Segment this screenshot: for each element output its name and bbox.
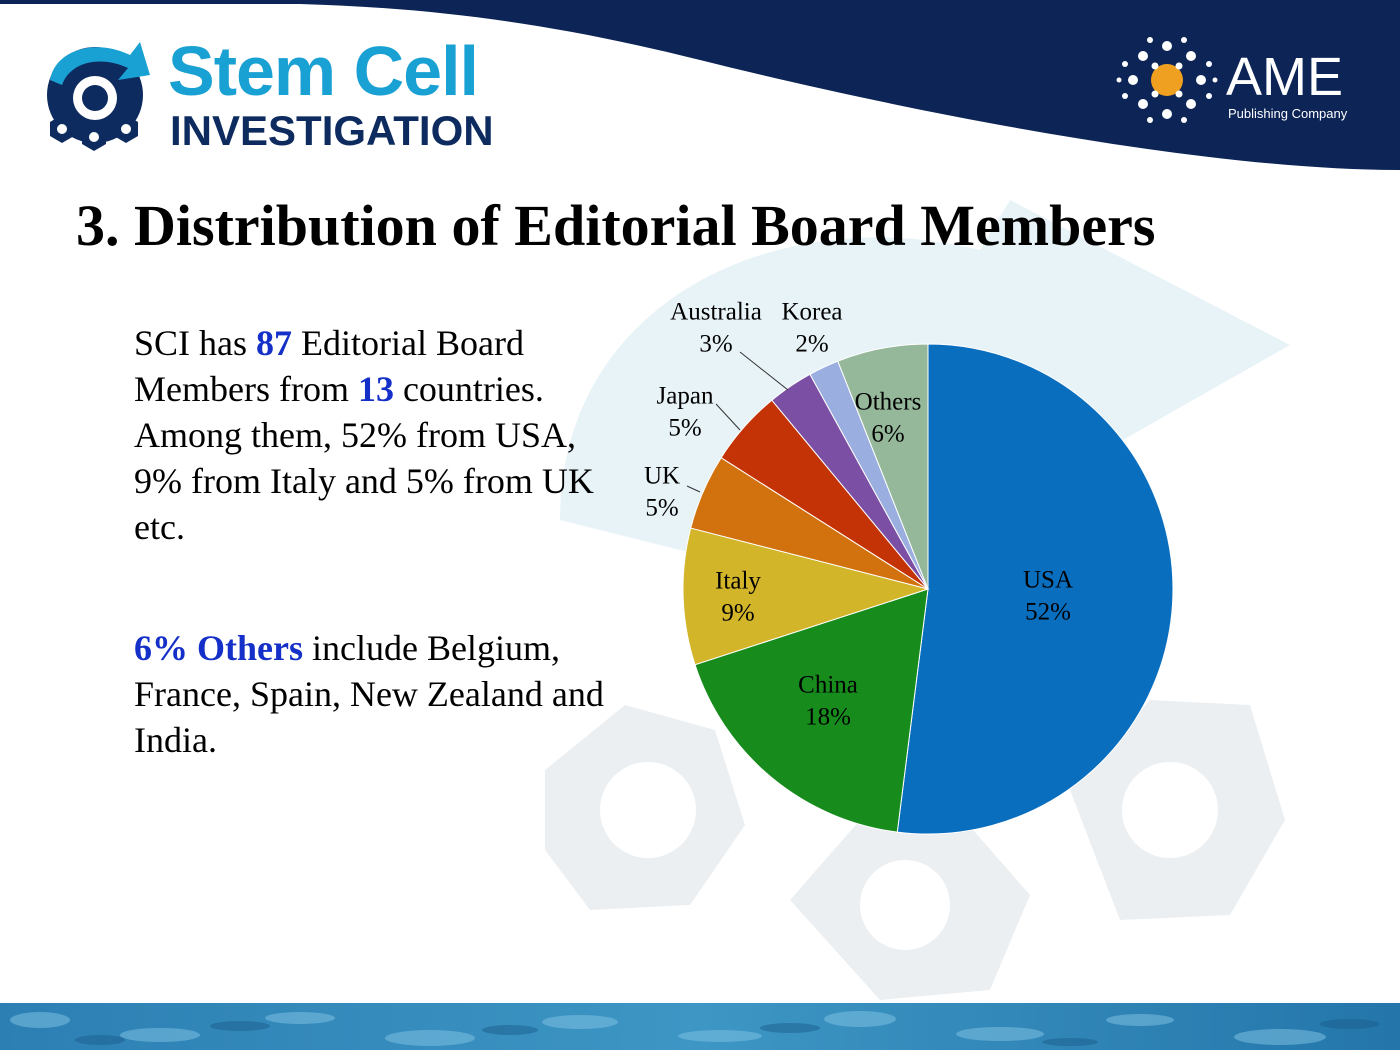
member-count: 87 [256,323,293,363]
slice-value-china: 18% [805,704,851,731]
pie-slice-others [837,343,929,590]
slice-label-china: China [798,672,858,699]
slice-label-australia: Australia [670,299,762,326]
slice-value-italy: 9% [721,600,754,627]
others-text: include Belgium, France, Spain, New Zeal… [134,628,604,760]
slice-label-others: Others [855,389,922,416]
slice-value-uk: 5% [645,495,678,522]
journal-name-bottom: INVESTIGATION [170,107,494,154]
slice-label-italy: Italy [715,568,761,595]
summary-text-c: countries. Among them, 52% from USA, 9% … [134,369,594,547]
pie-slice-usa [896,343,1174,835]
slice-value-korea: 2% [795,331,828,358]
pie-slice-china [694,588,929,833]
leader-line-japan [715,403,741,431]
footer-texture [10,1011,1326,1046]
slice-label-japan: Japan [657,383,714,410]
slice-label-uk: UK [644,463,680,490]
slice-value-australia: 3% [699,331,732,358]
publisher-logo-mark [1116,37,1218,123]
slice-value-japan: 5% [668,415,701,442]
others-highlight: 6% Others [134,628,303,668]
summary-text-b: Editorial Board Members from [134,323,524,409]
journal-logo-mark [47,42,150,151]
summary-text-a: SCI has [134,323,257,363]
slide-title: 3. Distribution of Editorial Board Membe… [76,193,1156,258]
publisher-name: AME [1226,47,1344,107]
country-count: 13 [357,369,394,409]
header-swoosh [300,0,1400,170]
slice-value-usa: 52% [1025,599,1071,626]
leader-line-australia [739,351,789,391]
publisher-subtitle: Publishing Company [1228,106,1348,121]
pie-slice-italy [682,527,930,666]
journal-name-top: Stem Cell [168,32,479,110]
others-paragraph: 6% Others include Belgium, France, Spain… [134,625,604,763]
watermark-nuts [545,700,1285,1000]
slice-value-others: 6% [871,421,904,448]
slice-label-usa: USA [1023,567,1073,594]
summary-paragraph: SCI has 87 Editorial Board Members from … [134,320,604,550]
slice-label-korea: Korea [781,299,842,326]
leader-line-uk [686,485,701,493]
